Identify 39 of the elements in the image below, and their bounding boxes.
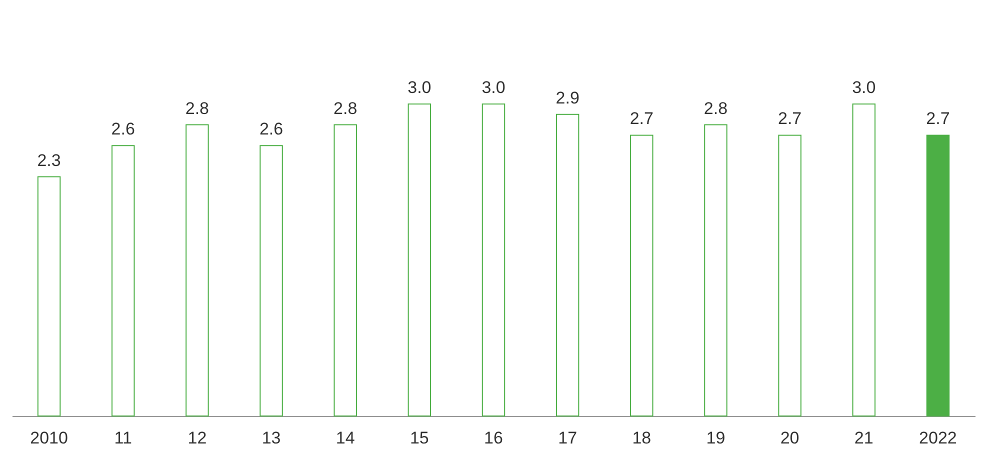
x-tick-label: 14 bbox=[336, 428, 355, 448]
data-label: 2.6 bbox=[259, 120, 284, 139]
bar bbox=[112, 145, 135, 416]
data-label: 2.9 bbox=[556, 88, 580, 108]
bar bbox=[852, 104, 876, 416]
x-tick-label: 15 bbox=[410, 428, 429, 448]
x-tick-label: 19 bbox=[706, 428, 726, 448]
bar bbox=[482, 104, 506, 416]
bar bbox=[630, 134, 654, 416]
data-label: 2.8 bbox=[185, 98, 210, 118]
bar bbox=[408, 104, 432, 416]
data-label: 3.0 bbox=[482, 78, 506, 97]
data-label: 3.0 bbox=[408, 78, 432, 97]
data-label: 2.7 bbox=[926, 109, 950, 128]
x-tick-label: 12 bbox=[188, 428, 207, 448]
data-label: 3.0 bbox=[852, 78, 876, 97]
x-tick-label: 21 bbox=[854, 428, 874, 448]
bar bbox=[704, 124, 728, 416]
data-label: 2.7 bbox=[630, 109, 654, 128]
bar bbox=[260, 145, 283, 416]
data-label: 2.6 bbox=[111, 120, 135, 139]
x-tick-label: 2010 bbox=[30, 428, 68, 448]
bar bbox=[778, 134, 802, 416]
x-tick-label: 2022 bbox=[919, 428, 957, 448]
bar bbox=[37, 176, 61, 416]
x-tick-label: 13 bbox=[262, 428, 281, 448]
x-tick-label: 11 bbox=[114, 428, 132, 448]
bar bbox=[556, 114, 580, 416]
bar bbox=[926, 134, 950, 416]
bar bbox=[186, 124, 209, 416]
x-tick-label: 16 bbox=[484, 428, 503, 448]
x-tick-label: 18 bbox=[632, 428, 652, 448]
data-label: 2.8 bbox=[704, 98, 728, 118]
data-label: 2.3 bbox=[37, 150, 61, 170]
bar bbox=[334, 124, 357, 416]
data-label: 2.7 bbox=[778, 109, 802, 128]
x-tick-label: 20 bbox=[780, 428, 800, 448]
x-tick-label: 17 bbox=[558, 428, 578, 448]
data-label: 2.8 bbox=[334, 98, 358, 118]
